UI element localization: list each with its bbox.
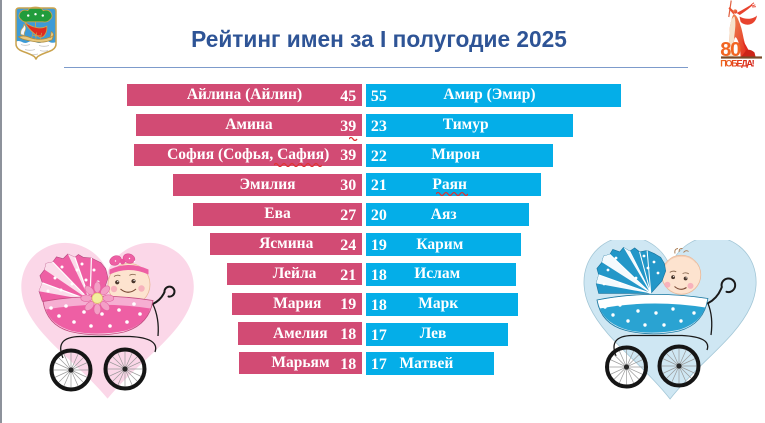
svg-text:80: 80 bbox=[720, 39, 741, 61]
svg-text:ПОБЕДА!: ПОБЕДА! bbox=[720, 59, 755, 68]
